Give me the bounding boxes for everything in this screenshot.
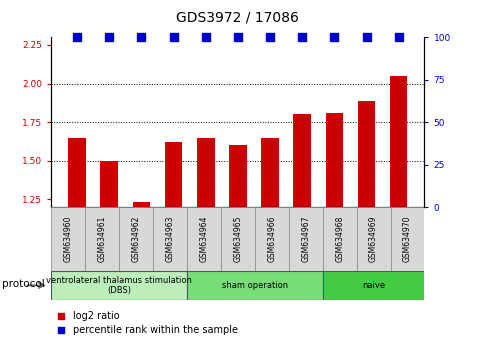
Bar (322, 207, 356, 271)
Text: GSM634960: GSM634960 (63, 216, 73, 262)
Point (298, 34, 305, 40)
Bar (356, 207, 390, 271)
Bar (153, 207, 186, 271)
Text: sham operation: sham operation (222, 281, 287, 290)
Point (57, 313, 65, 319)
Text: GSM634962: GSM634962 (131, 216, 141, 262)
Text: percentile rank within the sample: percentile rank within the sample (73, 325, 238, 335)
Text: protocol: protocol (2, 279, 45, 289)
Bar (293, 114, 310, 207)
Point (362, 34, 369, 40)
Text: log2 ratio: log2 ratio (73, 311, 120, 321)
Point (233, 34, 241, 40)
Bar (100, 161, 118, 207)
Point (57, 327, 65, 333)
Text: GSM634969: GSM634969 (368, 216, 377, 262)
Bar (228, 145, 246, 207)
Text: GSM634965: GSM634965 (233, 216, 242, 262)
Bar (164, 142, 182, 207)
Text: naive: naive (361, 281, 385, 290)
Text: GDS3972 / 17086: GDS3972 / 17086 (176, 11, 299, 25)
Point (394, 34, 402, 40)
Bar (132, 202, 150, 207)
Point (137, 34, 145, 40)
Point (265, 34, 273, 40)
Bar (288, 207, 322, 271)
Bar (68, 138, 86, 207)
Text: ventrolateral thalamus stimulation
(DBS): ventrolateral thalamus stimulation (DBS) (46, 276, 192, 295)
Bar (51, 271, 186, 300)
Bar (357, 101, 375, 207)
Bar (186, 271, 322, 300)
Bar (261, 138, 278, 207)
Text: GSM634970: GSM634970 (402, 216, 411, 262)
Text: GSM634961: GSM634961 (98, 216, 106, 262)
Point (169, 34, 177, 40)
Text: GSM634968: GSM634968 (334, 216, 344, 262)
Point (330, 34, 338, 40)
Text: GSM634967: GSM634967 (301, 216, 309, 262)
Bar (85, 207, 119, 271)
Point (73, 34, 81, 40)
Bar (390, 207, 424, 271)
Bar (322, 271, 424, 300)
Bar (197, 138, 214, 207)
Bar (119, 207, 153, 271)
Point (202, 34, 209, 40)
Text: GSM634963: GSM634963 (165, 216, 174, 262)
Text: GSM634966: GSM634966 (267, 216, 276, 262)
Text: GSM634964: GSM634964 (199, 216, 208, 262)
Bar (186, 207, 221, 271)
Point (105, 34, 113, 40)
Bar (254, 207, 288, 271)
Bar (389, 76, 407, 207)
Bar (221, 207, 254, 271)
Bar (51, 207, 85, 271)
Bar (325, 113, 343, 207)
